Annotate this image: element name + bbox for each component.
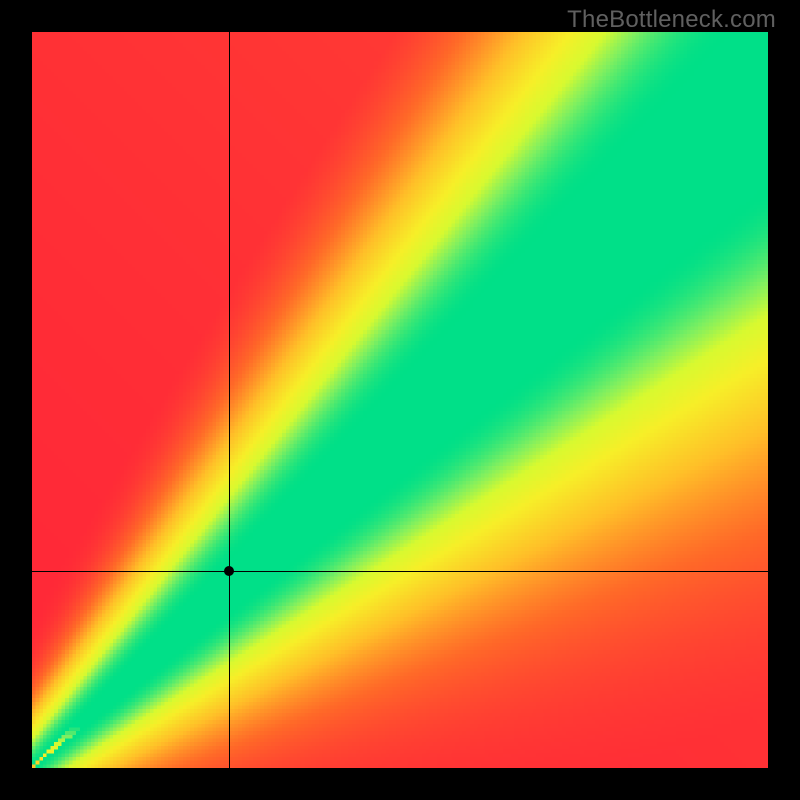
crosshair-vertical xyxy=(229,32,230,768)
bottleneck-heatmap xyxy=(32,32,768,768)
crosshair-horizontal xyxy=(32,571,768,572)
selection-marker xyxy=(224,566,234,576)
watermark-text: TheBottleneck.com xyxy=(567,6,776,34)
chart-frame: TheBottleneck.com xyxy=(0,0,800,800)
